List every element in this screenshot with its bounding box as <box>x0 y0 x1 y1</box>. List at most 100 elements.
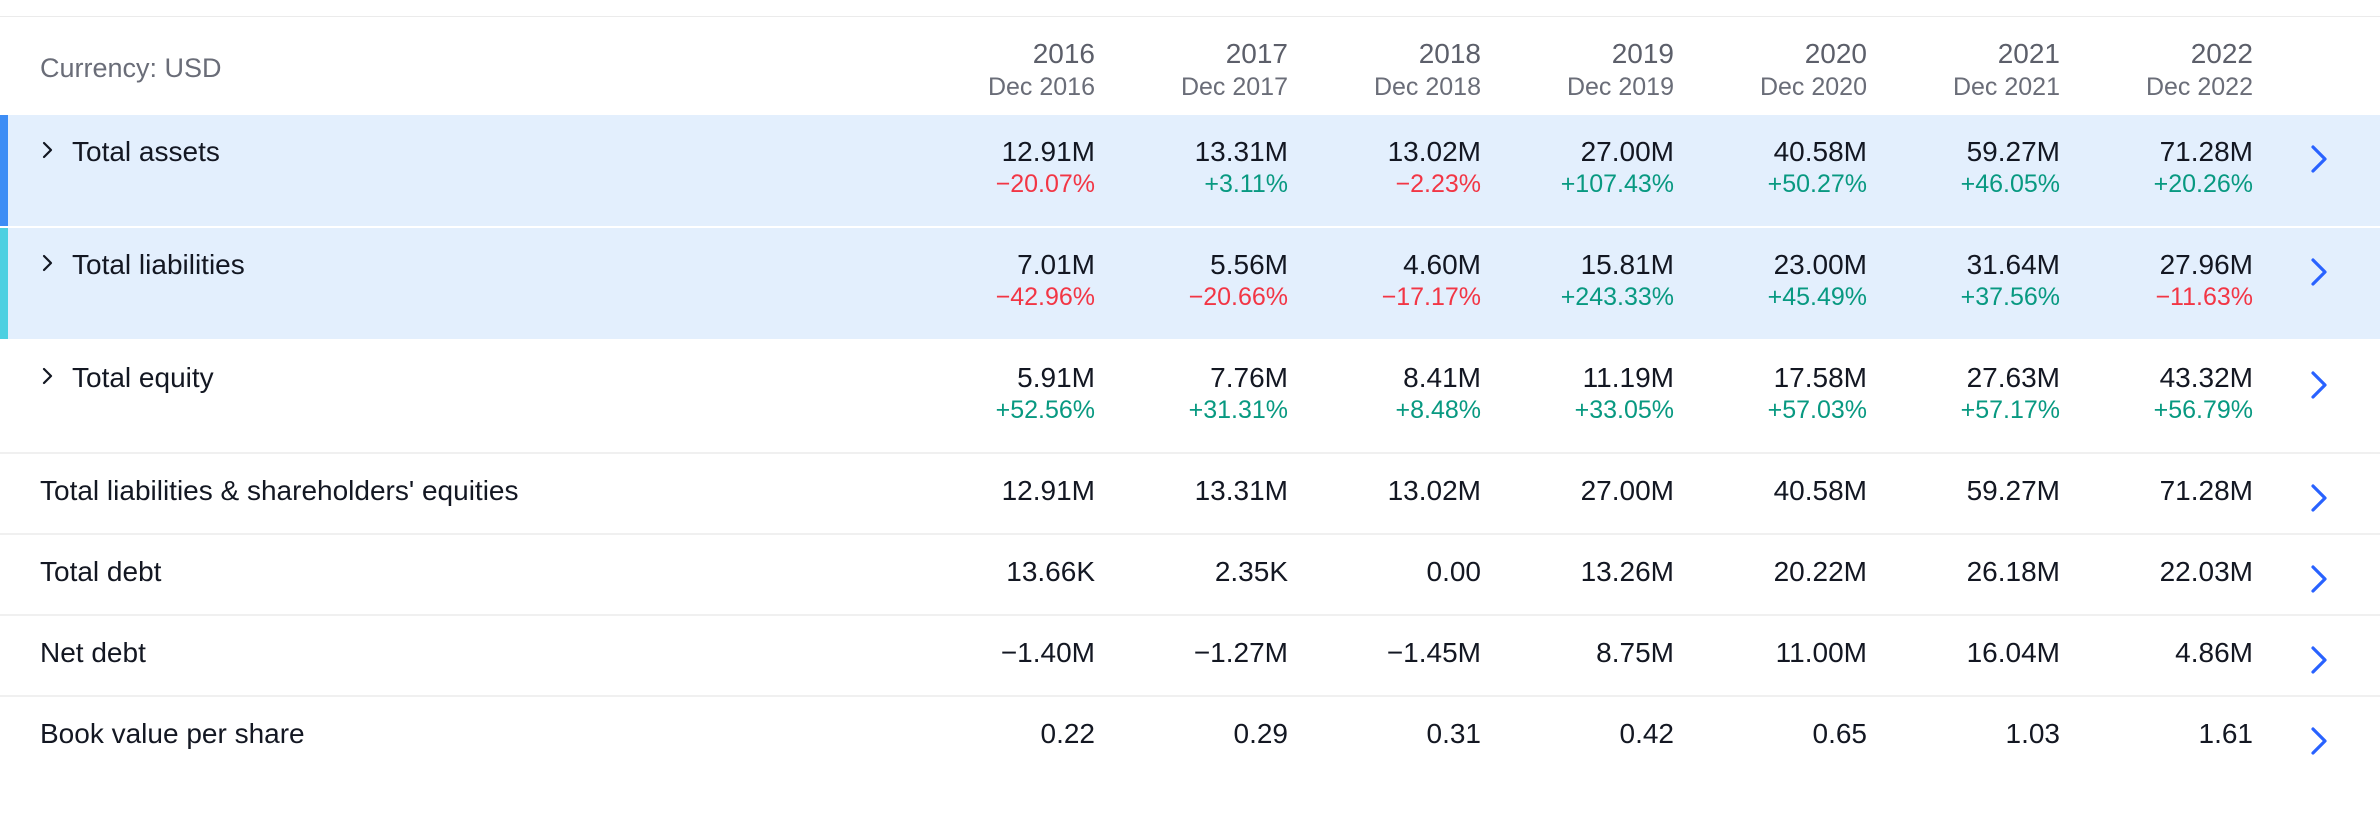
column-period: Dec 2016 <box>987 73 1095 101</box>
column-header-2020: 2020 Dec 2020 <box>1677 37 1867 103</box>
value-cell: 27.96M −11.63% <box>2063 248 2253 312</box>
open-row-chevron-icon[interactable] <box>2302 139 2336 179</box>
open-row-chevron-icon[interactable] <box>2302 365 2336 405</box>
cell-change: +52.56% <box>995 396 1095 424</box>
column-period: Dec 2017 <box>1180 73 1288 101</box>
cell-value: 2.35K <box>1214 556 1288 587</box>
row-total-equity[interactable]: Total equity 5.91M +52.56% 7.76M +31.31% 8… <box>0 341 2380 454</box>
cell-value: 16.04M <box>1966 637 2060 668</box>
column-period: Dec 2021 <box>1952 73 2060 101</box>
value-cell: 71.28M +20.26% <box>2063 135 2253 199</box>
value-cell: 4.86M <box>2063 636 2253 670</box>
cell-value: 27.96M <box>2159 249 2253 280</box>
column-header-2021: 2021 Dec 2021 <box>1870 37 2060 103</box>
value-cell: 0.65 <box>1677 717 1868 751</box>
value-cell: 5.91M +52.56% <box>905 361 1095 425</box>
cell-value: 40.58M <box>1773 475 1867 506</box>
cell-change: −2.23% <box>1395 170 1482 198</box>
cell-change: −42.96% <box>995 283 1095 311</box>
row-total-liabilities[interactable]: Total liabilities 7.01M −42.96% 5.56M −20.… <box>0 228 2380 341</box>
row-total-liabilities-and-equities[interactable]: Total liabilities & shareholders' equiti… <box>0 454 2380 535</box>
balance-sheet-table: Currency: USD 2016 Dec 2016 2017 Dec 201… <box>0 17 2380 776</box>
row-label: Book value per share <box>40 718 305 749</box>
row-label[interactable]: Total liabilities <box>72 249 245 280</box>
cell-value: 0.65 <box>1812 718 1868 749</box>
column-header-2019: 2019 Dec 2019 <box>1484 37 1674 103</box>
row-book-value-per-share[interactable]: Book value per share 0.22 0.29 0.31 0.42… <box>0 697 2380 776</box>
cell-value: 4.60M <box>1403 249 1481 280</box>
column-period: Dec 2022 <box>2145 73 2253 101</box>
column-header-2018: 2018 Dec 2018 <box>1291 37 1481 103</box>
column-year: 2017 <box>1225 38 1288 69</box>
value-cell: 0.31 <box>1291 717 1482 751</box>
cell-value: 13.66K <box>1006 556 1095 587</box>
cell-value: 8.75M <box>1596 637 1674 668</box>
open-row-chevron-icon[interactable] <box>2302 559 2336 599</box>
column-year: 2021 <box>1997 38 2060 69</box>
expand-chevron-icon[interactable] <box>36 252 58 274</box>
column-header-2017: 2017 Dec 2017 <box>1098 37 1288 103</box>
open-row-chevron-icon[interactable] <box>2302 252 2336 292</box>
value-cell: 27.00M +107.43% <box>1484 135 1674 199</box>
value-cell: −1.45M <box>1291 636 1481 670</box>
value-cell: 0.42 <box>1484 717 1675 751</box>
cell-change: +37.56% <box>1960 283 2060 311</box>
cell-value: −1.27M <box>1193 637 1288 668</box>
cell-value: 0.00 <box>1426 556 1482 587</box>
column-year: 2020 <box>1804 38 1867 69</box>
row-label: Total liabilities & shareholders' equiti… <box>40 475 519 506</box>
row-label[interactable]: Total assets <box>72 136 220 167</box>
cell-value: 71.28M <box>2159 136 2253 167</box>
column-year: 2019 <box>1611 38 1674 69</box>
value-cell: 7.01M −42.96% <box>905 248 1095 312</box>
cell-change: +8.48% <box>1395 396 1482 424</box>
open-row-chevron-icon[interactable] <box>2302 640 2336 680</box>
cell-value: 13.26M <box>1580 556 1674 587</box>
value-cell: −1.40M <box>905 636 1095 670</box>
value-cell: 5.56M −20.66% <box>1098 248 1288 312</box>
value-cell: 13.02M <box>1291 474 1481 508</box>
row-label: Total debt <box>40 556 162 587</box>
cell-value: 15.81M <box>1580 249 1674 280</box>
column-period: Dec 2020 <box>1759 73 1867 101</box>
cell-value: 5.56M <box>1210 249 1288 280</box>
row-label: Net debt <box>40 637 146 668</box>
value-cell: 26.18M <box>1870 555 2060 589</box>
row-label[interactable]: Total equity <box>72 362 214 393</box>
value-cell: 59.27M +46.05% <box>1870 135 2060 199</box>
value-cell: 13.66K <box>905 555 1095 589</box>
cell-change: +50.27% <box>1767 170 1867 198</box>
value-cell: 1.61 <box>2063 717 2254 751</box>
cell-change: +45.49% <box>1767 283 1867 311</box>
row-total-debt[interactable]: Total debt 13.66K 2.35K 0.00 13.26M 20.2… <box>0 535 2380 616</box>
cell-value: 11.00M <box>1775 637 1867 668</box>
cell-value: 43.32M <box>2159 362 2253 393</box>
value-cell: 13.02M −2.23% <box>1291 135 1481 199</box>
cell-value: 27.63M <box>1966 362 2060 393</box>
row-accent-bar <box>0 228 8 339</box>
open-row-chevron-icon[interactable] <box>2302 478 2336 518</box>
value-cell: 20.22M <box>1677 555 1867 589</box>
value-cell: 71.28M <box>2063 474 2253 508</box>
expand-chevron-icon[interactable] <box>36 365 58 387</box>
column-header-2022: 2022 Dec 2022 <box>2063 37 2253 103</box>
open-row-chevron-icon[interactable] <box>2302 721 2336 761</box>
cell-value: 12.91M <box>1001 136 1095 167</box>
row-net-debt[interactable]: Net debt −1.40M −1.27M −1.45M 8.75M 11.0… <box>0 616 2380 697</box>
cell-value: 0.22 <box>1040 718 1096 749</box>
cell-value: 12.91M <box>1001 475 1095 506</box>
expand-chevron-icon[interactable] <box>36 139 58 161</box>
row-total-assets[interactable]: Total assets 12.91M −20.07% 13.31M +3.11% … <box>0 115 2380 228</box>
value-cell: 0.22 <box>905 717 1096 751</box>
top-divider <box>0 16 2380 17</box>
cell-value: 22.03M <box>2159 556 2253 587</box>
cell-value: 7.01M <box>1017 249 1095 280</box>
cell-value: 0.42 <box>1619 718 1675 749</box>
value-cell: 23.00M +45.49% <box>1677 248 1867 312</box>
cell-change: +57.17% <box>1960 396 2060 424</box>
value-cell: 16.04M <box>1870 636 2060 670</box>
cell-value: 59.27M <box>1966 475 2060 506</box>
value-cell: 13.31M +3.11% <box>1098 135 1288 199</box>
cell-change: +243.33% <box>1560 283 1674 311</box>
cell-change: +31.31% <box>1188 396 1288 424</box>
